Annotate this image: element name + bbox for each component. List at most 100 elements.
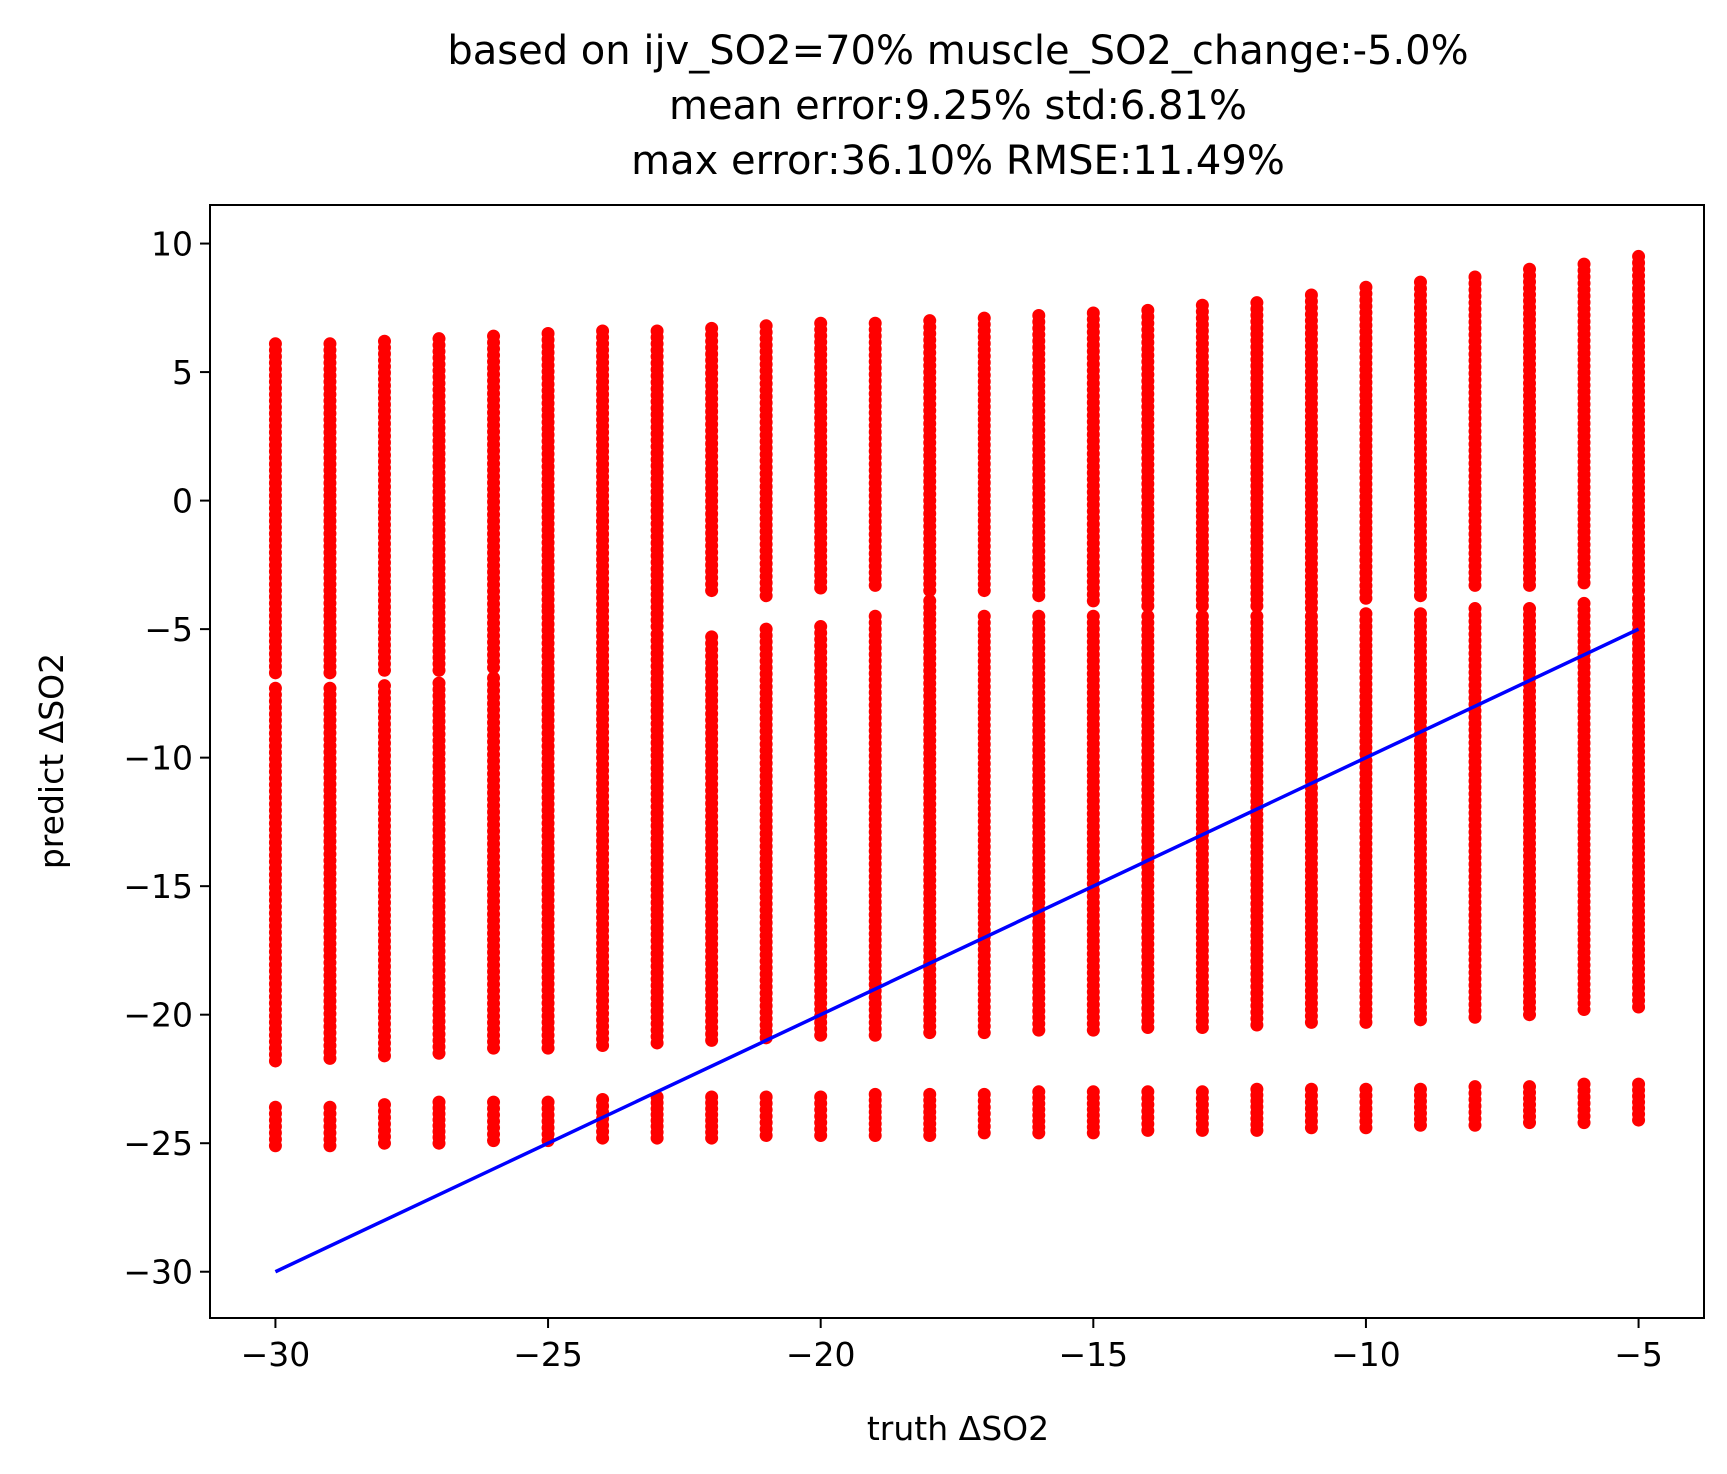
data-point: [1032, 609, 1046, 623]
title-line-2: mean error:9.25% std:6.81%: [669, 83, 1247, 129]
data-point: [268, 681, 282, 695]
chart-title: based on ijv_SO2=70% muscle_SO2_change:-…: [447, 28, 1468, 184]
data-point: [432, 1095, 446, 1109]
data-point: [1523, 1080, 1537, 1094]
data-point: [1250, 609, 1264, 623]
data-point: [487, 671, 501, 685]
data-point: [1304, 609, 1318, 623]
data-point: [1359, 607, 1373, 621]
data-point: [596, 324, 610, 338]
data-point: [1141, 609, 1155, 623]
data-point: [923, 314, 937, 328]
x-tick-label: −20: [786, 1335, 856, 1374]
y-tick-label: −10: [123, 739, 193, 778]
data-point: [1304, 288, 1318, 302]
data-point: [268, 337, 282, 351]
x-tick-label: −10: [1331, 1335, 1401, 1374]
data-point: [1086, 306, 1100, 320]
data-point: [1523, 262, 1537, 276]
data-point: [1632, 1077, 1646, 1091]
data-point: [977, 1087, 991, 1101]
data-point: [759, 319, 773, 333]
data-point: [1195, 1085, 1209, 1099]
data-point: [868, 1087, 882, 1101]
data-point: [377, 1098, 391, 1112]
data-point: [1195, 298, 1209, 312]
plot-frame: [209, 204, 1705, 1319]
data-point: [705, 630, 719, 644]
data-point: [1086, 1085, 1100, 1099]
y-tick-label: −15: [123, 867, 193, 906]
data-point: [705, 1090, 719, 1104]
data-point: [1468, 602, 1482, 616]
y-tick-label: 10: [151, 225, 193, 264]
x-tick-label: −30: [241, 1335, 311, 1374]
x-tick-label: −5: [1614, 1335, 1663, 1374]
data-point: [705, 321, 719, 335]
identity-line: [274, 627, 1640, 1274]
data-point: [1577, 257, 1591, 271]
data-point: [432, 676, 446, 690]
data-point: [1250, 296, 1264, 310]
data-point: [1632, 249, 1646, 263]
data-point: [1468, 270, 1482, 284]
data-point: [650, 324, 664, 338]
title-line-1: based on ijv_SO2=70% muscle_SO2_change:-…: [447, 28, 1468, 74]
data-point: [596, 514, 610, 528]
data-point: [650, 627, 664, 641]
data-point: [487, 1095, 501, 1109]
data-point: [1195, 609, 1209, 623]
scatter-points: [268, 249, 1646, 1153]
data-point: [323, 337, 337, 351]
data-point: [1086, 609, 1100, 623]
y-tick-label: −20: [123, 996, 193, 1035]
data-point: [541, 1095, 555, 1109]
y-tick-label: −5: [144, 610, 193, 649]
data-point: [1413, 275, 1427, 289]
data-point: [1141, 1085, 1155, 1099]
data-point: [868, 316, 882, 330]
data-point: [323, 681, 337, 695]
data-point: [1523, 602, 1537, 616]
data-point: [923, 594, 937, 608]
data-point: [1413, 1082, 1427, 1096]
data-point: [814, 1090, 828, 1104]
data-point: [1632, 591, 1646, 605]
data-point: [759, 622, 773, 636]
title-line-3: max error:36.10% RMSE:11.49%: [631, 138, 1285, 184]
data-point: [1577, 596, 1591, 610]
data-point: [1304, 1082, 1318, 1096]
x-tick-label: −15: [1058, 1335, 1128, 1374]
data-point: [323, 1100, 337, 1114]
data-point: [1141, 303, 1155, 317]
y-axis: −30 −25 −20 −15 −10 −5 0 5 10: [123, 225, 210, 1292]
x-axis: −30 −25 −20 −15 −10 −5: [241, 1318, 1663, 1374]
x-tick-label: −25: [513, 1335, 583, 1374]
data-point: [868, 609, 882, 623]
data-point: [541, 604, 555, 618]
data-point: [1413, 607, 1427, 621]
y-axis-label: predict ΔSO2: [32, 653, 71, 869]
data-point: [596, 1093, 610, 1107]
data-point: [923, 1087, 937, 1101]
data-point: [1032, 1085, 1046, 1099]
data-point: [1359, 1082, 1373, 1096]
data-point: [1032, 309, 1046, 323]
data-point: [1468, 1080, 1482, 1094]
data-point: [759, 1090, 773, 1104]
data-point: [432, 332, 446, 346]
y-tick-label: 0: [172, 482, 193, 521]
identity-line-layer: [274, 627, 1640, 1274]
data-point: [1250, 1082, 1264, 1096]
data-point: [377, 334, 391, 348]
x-axis-label: truth ΔSO2: [867, 1409, 1049, 1448]
data-point: [1577, 1077, 1591, 1091]
data-point: [814, 316, 828, 330]
y-tick-label: −25: [123, 1124, 193, 1163]
data-point: [487, 329, 501, 343]
data-point: [541, 327, 555, 341]
y-tick-label: 5: [172, 353, 193, 392]
data-point: [977, 609, 991, 623]
